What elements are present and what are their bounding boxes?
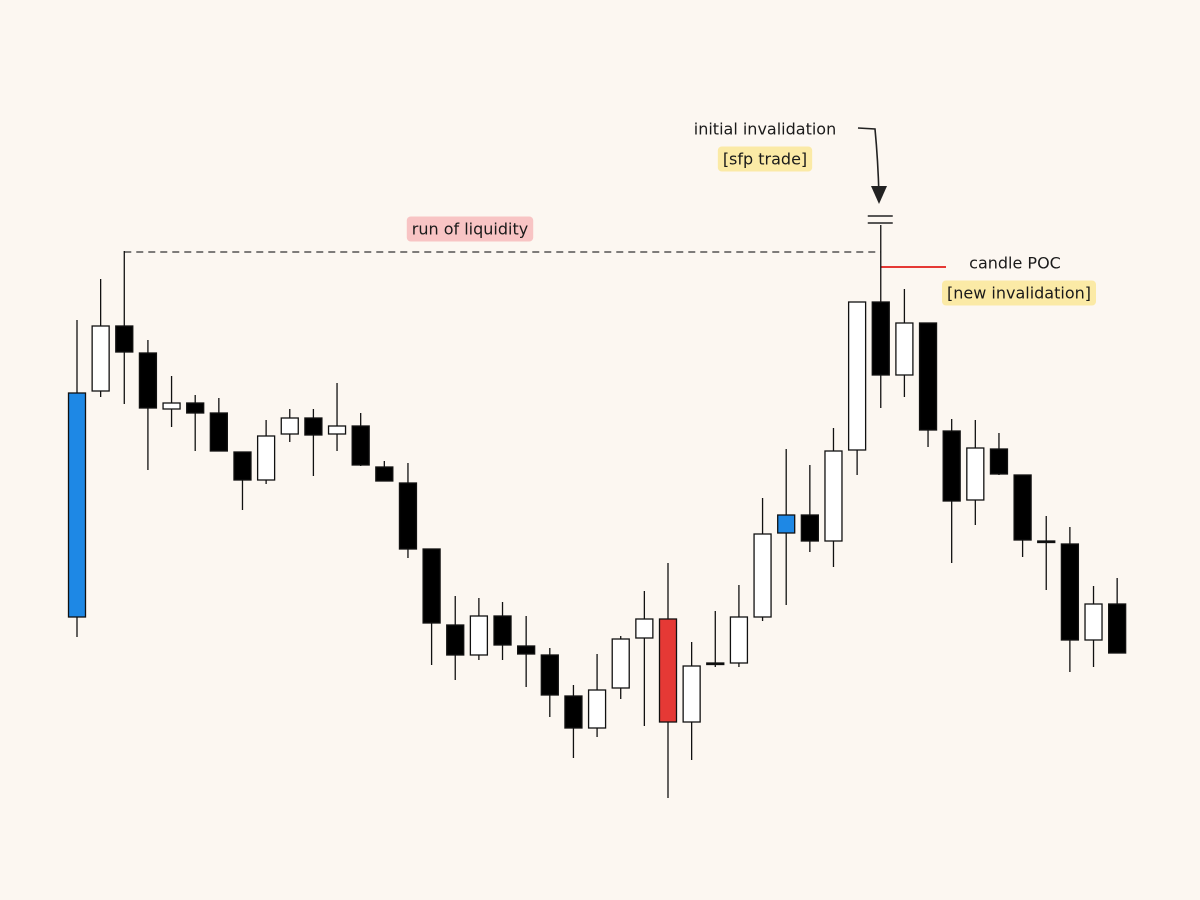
candle-body bbox=[635, 618, 654, 639]
candle-body bbox=[398, 482, 418, 550]
label-background bbox=[942, 280, 1096, 306]
candle-body bbox=[895, 322, 914, 376]
candle-body bbox=[1037, 540, 1056, 544]
candle-body bbox=[280, 417, 299, 435]
candle-body bbox=[91, 325, 110, 392]
candle-body bbox=[138, 352, 158, 409]
candle-body bbox=[517, 645, 536, 655]
candle-body bbox=[1108, 603, 1127, 654]
candle-body bbox=[847, 301, 867, 451]
candle-body bbox=[658, 618, 678, 723]
arrow-head bbox=[871, 186, 887, 204]
label-background bbox=[406, 216, 534, 242]
annotation-label: [sfp trade] bbox=[723, 150, 807, 169]
candle-body bbox=[540, 654, 559, 696]
candle-body bbox=[871, 301, 890, 376]
candle-body bbox=[115, 325, 134, 353]
annotation-label: candle POC bbox=[969, 254, 1061, 273]
annotation-label: run of liquidity bbox=[412, 220, 528, 239]
candle-body bbox=[304, 417, 323, 436]
candle-body bbox=[67, 392, 87, 618]
candle-body bbox=[587, 689, 607, 729]
candle-body bbox=[375, 466, 394, 482]
candle-body bbox=[256, 435, 276, 481]
candle-body bbox=[706, 662, 725, 666]
candle-body bbox=[327, 425, 347, 435]
candle-body bbox=[162, 402, 181, 410]
candle-body bbox=[564, 695, 583, 729]
candle-body bbox=[942, 430, 961, 502]
candle-body bbox=[493, 615, 512, 646]
candle-body bbox=[422, 548, 441, 624]
candle-body bbox=[777, 514, 796, 534]
candle-body bbox=[186, 402, 205, 414]
candle-body bbox=[1013, 474, 1032, 541]
candle-body bbox=[753, 533, 772, 618]
candle-body bbox=[351, 425, 370, 466]
label-background bbox=[717, 146, 813, 172]
candle-body bbox=[918, 322, 938, 431]
candle-body bbox=[824, 450, 843, 542]
candle-body bbox=[800, 514, 819, 542]
candle-body bbox=[1060, 543, 1080, 641]
candle-body bbox=[729, 616, 749, 664]
candle-body bbox=[989, 448, 1009, 475]
candle-body bbox=[209, 412, 228, 452]
candle-body bbox=[966, 447, 985, 501]
candle-body bbox=[446, 624, 465, 656]
candle-body bbox=[469, 615, 489, 656]
candle-body bbox=[1084, 603, 1103, 641]
candle-body bbox=[233, 451, 252, 481]
annotation-label: initial invalidation bbox=[694, 120, 836, 139]
candle-body bbox=[682, 665, 701, 723]
annotation-label: [new invalidation] bbox=[947, 284, 1091, 303]
candle-body bbox=[611, 638, 630, 689]
